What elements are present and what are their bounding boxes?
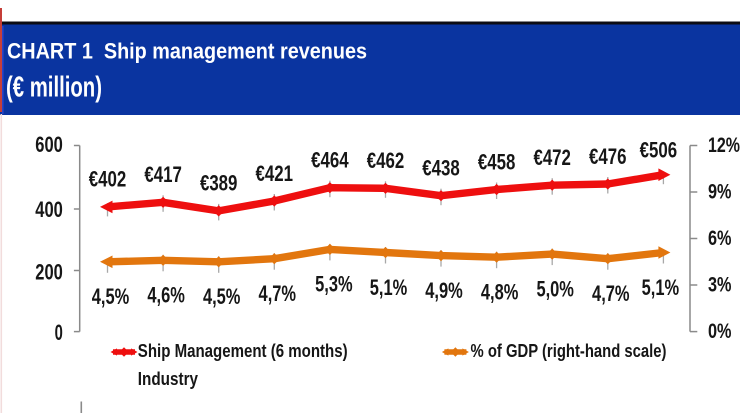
svg-text:4,6%: 4,6% <box>147 283 185 308</box>
svg-text:€421: €421 <box>256 161 294 186</box>
svg-text:4,5%: 4,5% <box>92 284 130 309</box>
svg-text:4,7%: 4,7% <box>259 281 297 306</box>
svg-text:5,3%: 5,3% <box>315 272 353 297</box>
svg-text:Ship Management (6 months): Ship Management (6 months) <box>138 341 348 361</box>
svg-text:€438: €438 <box>422 156 460 181</box>
svg-text:CHART 1 Ship management reven: CHART 1 Ship management revenues <box>7 39 367 64</box>
svg-text:% of GDP (right-hand scale): % of GDP (right-hand scale) <box>471 341 667 361</box>
svg-text:(€ million): (€ million) <box>6 72 102 104</box>
svg-text:9%: 9% <box>708 180 732 203</box>
svg-text:Industry: Industry <box>138 369 198 389</box>
svg-text:€462: €462 <box>367 148 405 173</box>
svg-text:€458: €458 <box>478 149 516 174</box>
svg-text:€402: €402 <box>89 167 127 192</box>
svg-text:0%: 0% <box>708 320 732 343</box>
svg-text:0: 0 <box>55 320 63 345</box>
svg-text:400: 400 <box>35 197 63 222</box>
svg-text:12%: 12% <box>708 134 740 157</box>
svg-text:200: 200 <box>35 259 63 284</box>
svg-text:4,8%: 4,8% <box>481 280 519 305</box>
svg-text:5,1%: 5,1% <box>370 275 408 300</box>
svg-text:€506: €506 <box>640 138 678 163</box>
svg-text:€417: €417 <box>144 162 182 187</box>
svg-text:4,5%: 4,5% <box>203 284 241 309</box>
svg-text:600: 600 <box>35 132 63 157</box>
svg-text:3%: 3% <box>708 273 732 296</box>
svg-text:4,7%: 4,7% <box>592 281 630 306</box>
svg-text:6%: 6% <box>708 227 732 250</box>
svg-text:5,1%: 5,1% <box>642 275 680 300</box>
svg-text:5,0%: 5,0% <box>536 276 574 301</box>
svg-text:4,9%: 4,9% <box>425 278 463 303</box>
svg-text:€472: €472 <box>533 145 571 170</box>
svg-text:€389: €389 <box>200 171 238 196</box>
svg-text:€476: €476 <box>589 144 627 169</box>
svg-text:€464: €464 <box>311 148 349 173</box>
